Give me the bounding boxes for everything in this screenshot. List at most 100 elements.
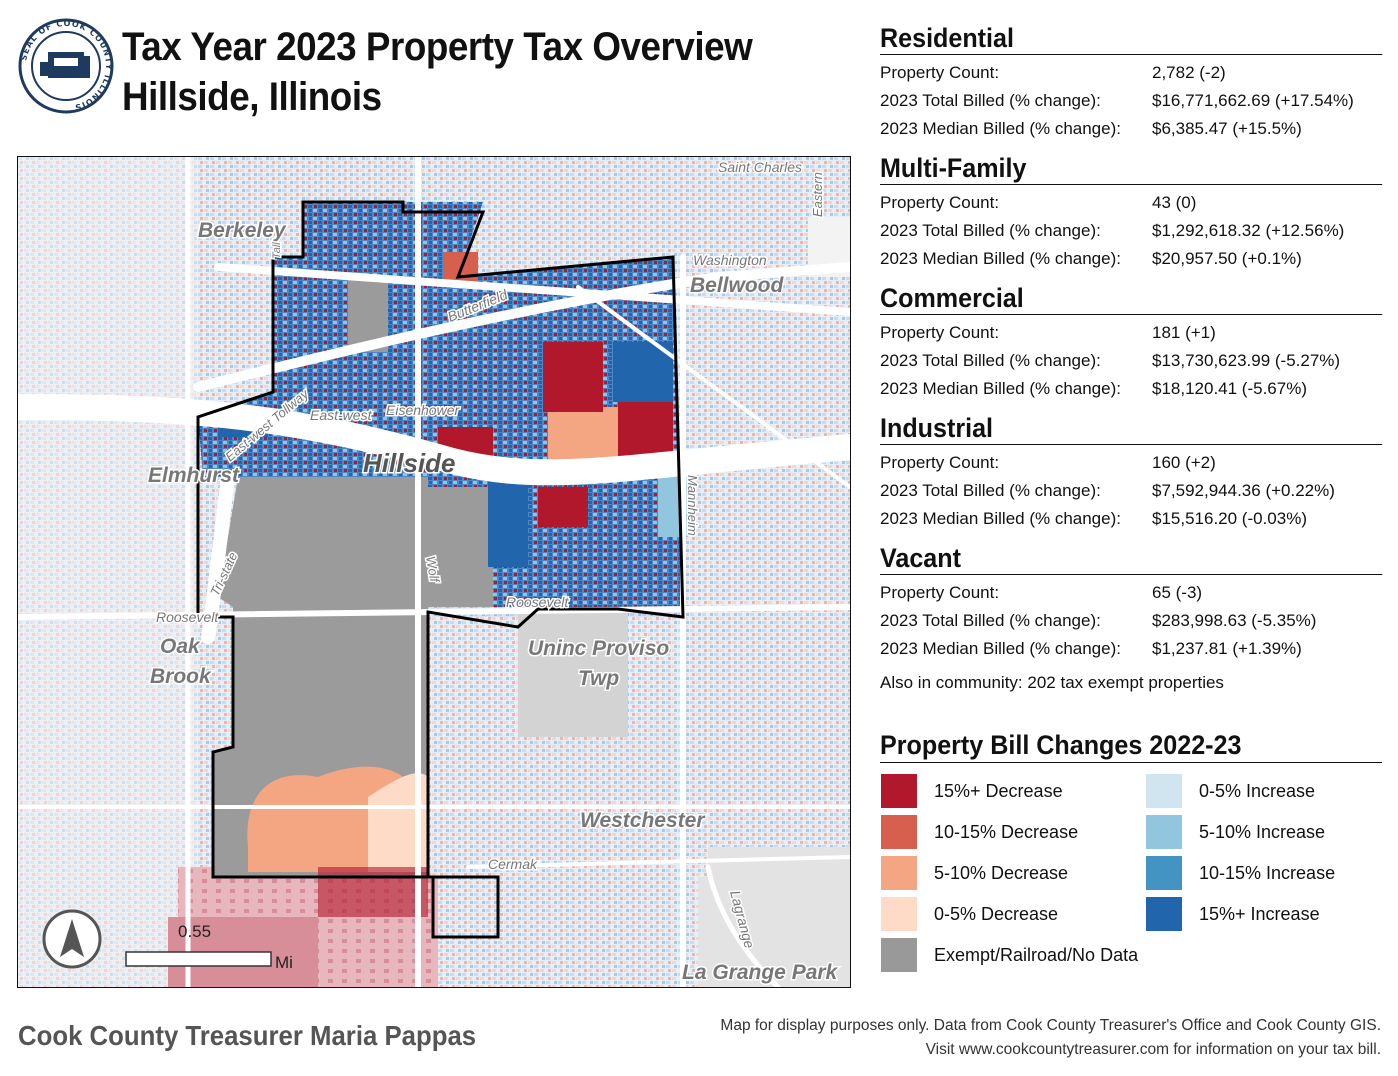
property-count-label: Property Count: — [880, 453, 1000, 472]
legend-swatch — [881, 856, 917, 890]
section-industrial: Industrial Property Count: 160 (+2) 2023 … — [880, 412, 1383, 540]
footer-disclaimer-line-1: Map for display purposes only. Data from… — [720, 1017, 1381, 1034]
median-billed-value: $6,385.47 (+15.5%) — [1152, 119, 1302, 138]
title-line-2: Hillside, Illinois — [122, 75, 382, 119]
legend-item-10-15-increase: 10-15% Increase — [1146, 856, 1335, 890]
legend-item-10-15-decrease: 10-15% Decrease — [881, 815, 1078, 849]
label-mannheim: Mannheim — [685, 475, 700, 536]
property-count-value: 160 (+2) — [1152, 453, 1216, 472]
legend-swatch — [881, 938, 917, 972]
label-berkeley: Berkeley — [198, 219, 287, 242]
legend: 15%+ Decrease 10-15% Decrease 5-10% Decr… — [881, 774, 1381, 974]
property-count-value: 43 (0) — [1152, 193, 1197, 212]
legend-label: 0-5% Decrease — [934, 903, 1059, 924]
total-billed-label: 2023 Total Billed (% change): — [880, 221, 1101, 240]
footer-disclaimer: Map for display purposes only. Data from… — [720, 1014, 1381, 1062]
label-elmhurst: Elmhurst — [148, 464, 240, 487]
label-la-grange-park: La Grange Park — [682, 961, 839, 984]
label-cermak: Cermak — [488, 856, 538, 872]
legend-swatch — [1146, 815, 1182, 849]
section-vacant: Vacant Property Count: 65 (-3) 2023 Total… — [880, 542, 1383, 670]
label-brook: Brook — [150, 665, 212, 688]
footer-website-line[interactable]: Visit www.cookcountytreasurer.com for in… — [925, 1041, 1381, 1058]
total-billed-label: 2023 Total Billed (% change): — [880, 91, 1101, 110]
section-heading: Commercial — [880, 282, 1383, 315]
legend-item-5-10-increase: 5-10% Increase — [1146, 815, 1325, 849]
median-billed-label: 2023 Median Billed (% change): — [880, 379, 1121, 398]
title-line-1: Tax Year 2023 Property Tax Overview — [122, 25, 753, 69]
label-tall: Tall — [271, 242, 283, 259]
label-uninc-proviso: Uninc Proviso — [528, 637, 669, 660]
legend-title-text: Property Bill Changes 2022-23 — [880, 730, 1242, 760]
section-multi-family: Multi-Family Property Count: 43 (0) 2023 … — [880, 152, 1383, 280]
legend-label: 15%+ Increase — [1199, 903, 1320, 924]
scale-unit: Mi — [275, 953, 293, 972]
legend-label: 10-15% Decrease — [934, 821, 1079, 842]
label-hillside: Hillside — [363, 448, 455, 478]
label-eastern: Eastern — [810, 172, 825, 217]
legend-label: 5-10% Increase — [1199, 821, 1326, 842]
legend-swatch — [881, 774, 917, 808]
north-arrow-icon — [42, 909, 102, 969]
label-east-west: East-west — [310, 407, 373, 423]
section-commercial: Commercial Property Count: 181 (+1) 2023 … — [880, 282, 1383, 410]
legend-swatch — [881, 815, 917, 849]
section-heading: Residential — [880, 22, 1383, 55]
legend-title: Property Bill Changes 2022-23 — [880, 728, 1382, 763]
total-billed-value: $283,998.63 (-5.35%) — [1152, 611, 1317, 630]
label-twp: Twp — [578, 667, 619, 690]
section-heading: Vacant — [880, 542, 1383, 575]
legend-swatch — [1146, 774, 1182, 808]
label-wolf: Wolf — [423, 555, 443, 585]
exempt-note: Also in community: 202 tax exempt proper… — [880, 673, 1224, 692]
legend-label: 15%+ Decrease — [934, 780, 1063, 801]
total-billed-label: 2023 Total Billed (% change): — [880, 351, 1101, 370]
scale-bar: 0.55 Mi — [125, 922, 293, 972]
property-count-label: Property Count: — [880, 323, 1000, 342]
label-roosevelt-east: Roosevelt — [506, 594, 569, 610]
label-westchester: Westchester — [580, 809, 706, 832]
legend-swatch — [1146, 897, 1182, 931]
total-billed-value: $13,730,623.99 (-5.27%) — [1152, 351, 1341, 370]
legend-label: 10-15% Increase — [1199, 862, 1336, 883]
legend-swatch — [881, 897, 917, 931]
section-heading: Industrial — [880, 412, 1383, 445]
section-residential: Residential Property Count: 2,782 (-2) 20… — [880, 22, 1383, 150]
cook-county-seal-icon: SEAL OF COOK COUNTY ILLINOIS — [18, 18, 114, 114]
property-count-label: Property Count: — [880, 583, 1000, 602]
property-count-label: Property Count: — [880, 63, 1000, 82]
label-roosevelt-west: Roosevelt — [156, 609, 219, 625]
label-oak: Oak — [160, 635, 201, 658]
label-eisenhower: Eisenhower — [386, 402, 460, 418]
legend-item-0-5-increase: 0-5% Increase — [1146, 774, 1315, 808]
legend-label: 5-10% Decrease — [934, 862, 1069, 883]
legend-swatch — [1146, 856, 1182, 890]
property-count-value: 65 (-3) — [1152, 583, 1203, 602]
map[interactable]: Saint Charles Eastern Berkeley Washingto… — [18, 157, 850, 987]
property-count-value: 2,782 (-2) — [1152, 63, 1226, 82]
median-billed-value: $1,237.81 (+1.39%) — [1152, 639, 1302, 658]
median-billed-value: $18,120.41 (-5.67%) — [1152, 379, 1307, 398]
label-saint-charles: Saint Charles — [718, 159, 802, 175]
page-title: Tax Year 2023 Property Tax Overview Hill… — [122, 22, 753, 122]
map-frame[interactable]: Saint Charles Eastern Berkeley Washingto… — [17, 156, 851, 988]
label-bellwood: Bellwood — [690, 274, 785, 297]
legend-item-5-10-decrease: 5-10% Decrease — [881, 856, 1068, 890]
median-billed-label: 2023 Median Billed (% change): — [880, 509, 1121, 528]
legend-item-0-5-decrease: 0-5% Decrease — [881, 897, 1058, 931]
stats-panel: Residential Property Count: 2,782 (-2) 20… — [880, 22, 1383, 672]
median-billed-label: 2023 Median Billed (% change): — [880, 119, 1121, 138]
total-billed-value: $7,592,944.36 (+0.22%) — [1152, 481, 1335, 500]
median-billed-value: $20,957.50 (+0.1%) — [1152, 249, 1302, 268]
scale-value: 0.55 — [178, 922, 211, 941]
total-billed-value: $1,292,618.32 (+12.56%) — [1152, 221, 1345, 240]
section-heading: Multi-Family — [880, 152, 1383, 185]
legend-label: Exempt/Railroad/No Data — [934, 944, 1139, 965]
legend-item-15-decrease: 15%+ Decrease — [881, 774, 1063, 808]
legend-label: 0-5% Increase — [1199, 780, 1316, 801]
total-billed-label: 2023 Total Billed (% change): — [880, 481, 1101, 500]
footer-treasurer: Cook County Treasurer Maria Pappas — [18, 1020, 477, 1051]
total-billed-value: $16,771,662.69 (+17.54%) — [1152, 91, 1354, 110]
median-billed-value: $15,516.20 (-0.03%) — [1152, 509, 1307, 528]
median-billed-label: 2023 Median Billed (% change): — [880, 639, 1121, 658]
